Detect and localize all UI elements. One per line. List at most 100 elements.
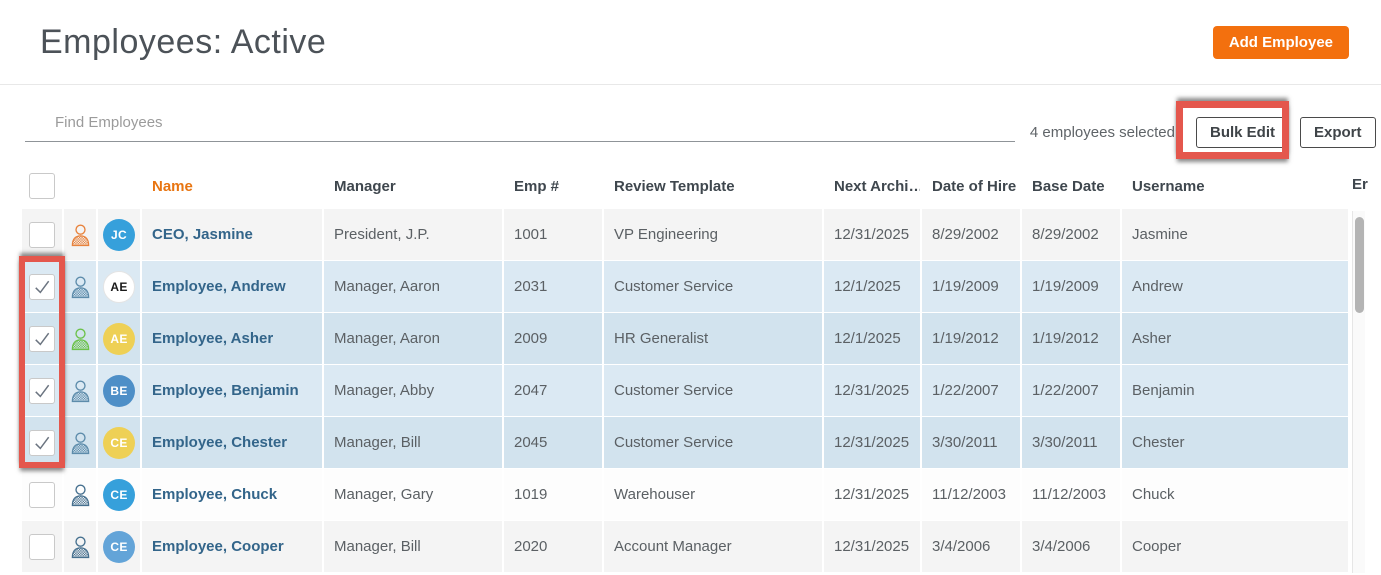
column-header-date-of-hire[interactable]: Date of Hire bbox=[932, 177, 1017, 195]
manager-cell: Manager, Aaron bbox=[324, 313, 502, 364]
table-row: CE Employee, Cooper Manager, Bill 2020 A… bbox=[22, 521, 1348, 572]
vertical-scrollbar-track[interactable] bbox=[1352, 211, 1365, 573]
date-of-hire-cell: 11/12/2003 bbox=[922, 469, 1020, 520]
manager-cell: Manager, Aaron bbox=[324, 261, 502, 312]
base-date-cell: 1/19/2009 bbox=[1022, 261, 1120, 312]
employee-name-link[interactable]: Employee, Benjamin bbox=[152, 382, 299, 399]
column-header-base-date[interactable]: Base Date bbox=[1032, 177, 1105, 195]
column-header-email-truncated[interactable]: Er bbox=[1352, 176, 1368, 193]
column-header-review-template[interactable]: Review Template bbox=[614, 177, 735, 195]
next-archival-cell: 12/31/2025 bbox=[824, 417, 920, 468]
avatar: JC bbox=[103, 218, 135, 251]
username-cell: Andrew bbox=[1122, 261, 1348, 312]
date-of-hire-cell: 1/19/2012 bbox=[922, 313, 1020, 364]
toolbar: 4 employees selected Bulk Edit Export bbox=[0, 85, 1381, 165]
column-header-name[interactable]: Name bbox=[152, 177, 193, 195]
manager-cell: Manager, Bill bbox=[324, 521, 502, 572]
emp-number-cell: 2031 bbox=[504, 261, 602, 312]
emp-number-cell: 1019 bbox=[504, 469, 602, 520]
row-checkbox[interactable] bbox=[29, 481, 55, 508]
base-date-cell: 8/29/2002 bbox=[1022, 209, 1120, 260]
add-employee-button[interactable]: Add Employee bbox=[1212, 25, 1349, 59]
date-of-hire-cell: 1/22/2007 bbox=[922, 365, 1020, 416]
username-cell: Chester bbox=[1122, 417, 1348, 468]
base-date-cell: 1/19/2012 bbox=[1022, 313, 1120, 364]
person-icon bbox=[69, 222, 92, 247]
avatar: CE bbox=[103, 478, 135, 511]
row-checkbox[interactable] bbox=[29, 325, 55, 352]
emp-number-cell: 2045 bbox=[504, 417, 602, 468]
column-header-manager[interactable]: Manager bbox=[334, 177, 396, 195]
table-row: CE Employee, Chester Manager, Bill 2045 … bbox=[22, 417, 1348, 468]
search-field-underline bbox=[25, 106, 1015, 142]
username-cell: Jasmine bbox=[1122, 209, 1348, 260]
person-icon bbox=[69, 430, 92, 455]
person-icon bbox=[69, 482, 92, 507]
table-body: JC CEO, Jasmine President, J.P. 1001 VP … bbox=[22, 209, 1348, 572]
person-icon bbox=[69, 274, 92, 299]
base-date-cell: 3/30/2011 bbox=[1022, 417, 1120, 468]
emp-number-cell: 1001 bbox=[504, 209, 602, 260]
employee-name-link[interactable]: Employee, Asher bbox=[152, 330, 274, 347]
table-row: AE Employee, Andrew Manager, Aaron 2031 … bbox=[22, 261, 1348, 312]
emp-number-cell: 2020 bbox=[504, 521, 602, 572]
person-icon bbox=[69, 378, 92, 403]
emp-number-cell: 2047 bbox=[504, 365, 602, 416]
column-header-emp-number[interactable]: Emp # bbox=[514, 177, 560, 195]
vertical-scrollbar-thumb[interactable] bbox=[1355, 217, 1364, 313]
next-archival-cell: 12/31/2025 bbox=[824, 209, 920, 260]
avatar: CE bbox=[103, 530, 135, 563]
base-date-cell: 11/12/2003 bbox=[1022, 469, 1120, 520]
row-checkbox[interactable] bbox=[29, 377, 55, 404]
selected-count-label: 4 employees selected bbox=[1029, 124, 1175, 141]
base-date-cell: 1/22/2007 bbox=[1022, 365, 1120, 416]
person-icon bbox=[69, 534, 92, 559]
employee-name-link[interactable]: Employee, Chester bbox=[152, 434, 288, 451]
review-template-cell: VP Engineering bbox=[604, 209, 822, 260]
table-row: AE Employee, Asher Manager, Aaron 2009 H… bbox=[22, 313, 1348, 364]
column-header-next-archival[interactable]: Next Archi… bbox=[834, 177, 920, 195]
review-template-cell: HR Generalist bbox=[604, 313, 822, 364]
table-header-row: Name Manager Emp # Review Template Next … bbox=[22, 165, 1368, 207]
next-archival-cell: 12/31/2025 bbox=[824, 521, 920, 572]
username-cell: Asher bbox=[1122, 313, 1348, 364]
row-checkbox[interactable] bbox=[29, 533, 55, 560]
next-archival-cell: 12/31/2025 bbox=[824, 365, 920, 416]
emp-number-cell: 2009 bbox=[504, 313, 602, 364]
page-title: Employees: Active bbox=[40, 22, 327, 61]
avatar: AE bbox=[103, 322, 135, 355]
bulk-edit-button[interactable]: Bulk Edit bbox=[1196, 117, 1290, 148]
row-checkbox[interactable] bbox=[29, 221, 55, 248]
employee-name-link[interactable]: Employee, Andrew bbox=[152, 278, 286, 295]
search-input[interactable] bbox=[25, 106, 1015, 141]
row-checkbox[interactable] bbox=[29, 429, 55, 456]
manager-cell: Manager, Bill bbox=[324, 417, 502, 468]
table-row: BE Employee, Benjamin Manager, Abby 2047… bbox=[22, 365, 1348, 416]
manager-cell: President, J.P. bbox=[324, 209, 502, 260]
avatar: AE bbox=[103, 270, 135, 303]
base-date-cell: 3/4/2006 bbox=[1022, 521, 1120, 572]
username-cell: Chuck bbox=[1122, 469, 1348, 520]
date-of-hire-cell: 8/29/2002 bbox=[922, 209, 1020, 260]
review-template-cell: Warehouser bbox=[604, 469, 822, 520]
select-all-checkbox[interactable] bbox=[29, 173, 55, 199]
username-cell: Benjamin bbox=[1122, 365, 1348, 416]
employee-name-link[interactable]: Employee, Cooper bbox=[152, 538, 284, 555]
review-template-cell: Customer Service bbox=[604, 417, 822, 468]
column-header-username[interactable]: Username bbox=[1132, 177, 1205, 195]
employee-name-link[interactable]: Employee, Chuck bbox=[152, 486, 278, 503]
employee-name-link[interactable]: CEO, Jasmine bbox=[152, 226, 253, 243]
export-button[interactable]: Export bbox=[1300, 117, 1376, 148]
next-archival-cell: 12/1/2025 bbox=[824, 313, 920, 364]
avatar: BE bbox=[103, 374, 135, 407]
review-template-cell: Customer Service bbox=[604, 365, 822, 416]
date-of-hire-cell: 3/4/2006 bbox=[922, 521, 1020, 572]
manager-cell: Manager, Gary bbox=[324, 469, 502, 520]
person-icon bbox=[69, 326, 92, 351]
row-checkbox[interactable] bbox=[29, 273, 55, 300]
review-template-cell: Customer Service bbox=[604, 261, 822, 312]
date-of-hire-cell: 1/19/2009 bbox=[922, 261, 1020, 312]
date-of-hire-cell: 3/30/2011 bbox=[922, 417, 1020, 468]
next-archival-cell: 12/31/2025 bbox=[824, 469, 920, 520]
